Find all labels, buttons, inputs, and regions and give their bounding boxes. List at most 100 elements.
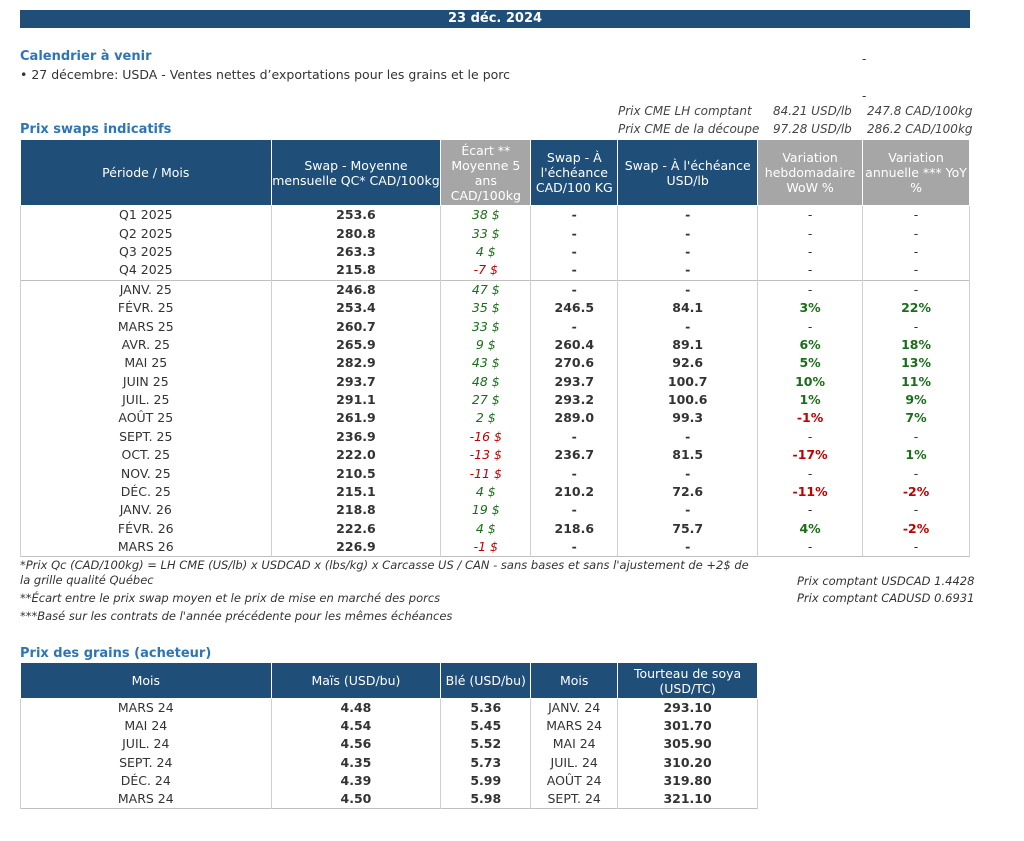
swaps-title: Prix swaps indicatifs [20, 122, 172, 137]
col-header-yoy: Variation annuelle *** YoY % [862, 139, 970, 206]
month-cell: JUIL. 24 [20, 735, 272, 754]
wow-cell: - [757, 279, 864, 299]
swap-row: NOV. 25 210.5 -11 $ - - - - [20, 464, 970, 483]
gap-cell: 38 $ [440, 205, 532, 225]
period-cell: Q2 2025 [20, 224, 272, 243]
swap-usd-cell: 92.6 [617, 354, 759, 373]
swap-row: DÉC. 25 215.1 4 $210.2 72.6 -11% -2% [20, 482, 970, 502]
footnote-gap: **Écart entre le prix swap moyen et le p… [20, 591, 441, 605]
wow-cell: -17% [757, 446, 864, 465]
col-header-gap: Écart ** Moyenne 5 ans CAD/100kg [440, 139, 532, 206]
col-header-corn: Maïs (USD/bu) [270, 662, 442, 699]
soymeal-cell: 301.70 [617, 717, 758, 736]
wow-cell: - [757, 261, 864, 281]
wheat-cell: 5.98 [440, 789, 532, 809]
swap-usd-cell: - [617, 261, 759, 281]
month-cell: MAI 24 [20, 717, 272, 736]
gap-cell: 33 $ [440, 224, 532, 243]
period-cell: Q4 2025 [20, 261, 272, 281]
swap-cad-cell: 289.0 [530, 409, 619, 428]
ref-price-label: Prix CME LH comptant [618, 104, 752, 118]
wow-cell: - [757, 224, 864, 243]
month-soy-cell: SEPT. 24 [530, 789, 619, 809]
yoy-cell: - [862, 242, 970, 262]
gap-cell: 2 $ [440, 409, 532, 428]
wow-cell: 10% [757, 372, 864, 391]
swap-avg-cell: 246.8 [270, 279, 442, 299]
swap-row: Q2 2025 280.8 33 $ - - - - [20, 224, 970, 243]
swap-avg-cell: 293.7 [270, 372, 442, 391]
period-cell: JANV. 26 [20, 501, 272, 520]
period-cell: JANV. 25 [20, 279, 272, 299]
month-soy-cell: MAI 24 [530, 735, 619, 754]
swap-cad-cell: 260.4 [530, 335, 619, 355]
swap-usd-cell: - [617, 501, 759, 520]
wow-cell: - [757, 538, 864, 557]
ref-price-usd: 84.21 USD/lb [773, 104, 852, 118]
grains-table: Mois Maïs (USD/bu) Blé (USD/bu) Mois Tou… [20, 662, 758, 810]
period-cell: MARS 25 [20, 317, 272, 336]
grains-title: Prix des grains (acheteur) [20, 646, 212, 661]
wheat-cell: 5.73 [440, 753, 532, 772]
swap-avg-cell: 218.8 [270, 501, 442, 520]
period-cell: DÉC. 25 [20, 482, 272, 502]
wow-cell: 3% [757, 298, 864, 318]
soymeal-cell: 321.10 [617, 789, 758, 809]
dash-mark: - [862, 52, 867, 66]
yoy-cell: - [862, 538, 970, 557]
col-header-swap-avg: Swap - Moyenne mensuelle QC* CAD/100kg [270, 139, 442, 206]
wow-cell: 5% [757, 354, 864, 373]
swap-avg-cell: 291.1 [270, 390, 442, 410]
swap-avg-cell: 261.9 [270, 409, 442, 428]
swap-row: OCT. 25 222.0 -13 $236.7 81.5 -17% 1% [20, 446, 970, 465]
swap-row: Q3 2025 263.3 4 $ - - - - [20, 242, 970, 262]
ref-price-cad: 286.2 CAD/100kg [867, 122, 973, 136]
grain-row: DÉC. 24 4.39 5.99 AOÛT 24 319.80 [20, 771, 758, 790]
month-cell: DÉC. 24 [20, 771, 272, 790]
swap-avg-cell: 253.4 [270, 298, 442, 318]
corn-cell: 4.50 [270, 789, 442, 809]
gap-cell: 35 $ [440, 298, 532, 318]
soymeal-cell: 319.80 [617, 771, 758, 790]
soymeal-cell: 293.10 [617, 698, 758, 718]
swap-cad-cell: - [530, 261, 619, 281]
swap-cad-cell: 236.7 [530, 446, 619, 465]
calendar-item: • 27 décembre: USDA - Ventes nettes d’ex… [20, 67, 511, 82]
period-cell: AVR. 25 [20, 335, 272, 355]
gap-cell: -16 $ [440, 427, 532, 447]
swap-usd-cell: 72.6 [617, 482, 759, 502]
swap-usd-cell: - [617, 538, 759, 557]
yoy-cell: - [862, 317, 970, 336]
swap-row: SEPT. 25 236.9 -16 $ - - - - [20, 427, 970, 447]
swap-cad-cell: - [530, 242, 619, 262]
col-header-wow: Variation hebdomadaire WoW % [757, 139, 864, 206]
swap-row: Q4 2025 215.8 -7 $ - - - - [20, 261, 970, 281]
swap-usd-cell: 89.1 [617, 335, 759, 355]
period-cell: FÉVR. 25 [20, 298, 272, 318]
gap-cell: 4 $ [440, 242, 532, 262]
yoy-cell: 13% [862, 354, 970, 373]
gap-cell: 43 $ [440, 354, 532, 373]
swap-row: JANV. 26 218.8 19 $ - - - - [20, 501, 970, 520]
swap-cad-cell: 218.6 [530, 519, 619, 539]
month-soy-cell: AOÛT 24 [530, 771, 619, 790]
period-cell: Q3 2025 [20, 242, 272, 262]
wow-cell: - [757, 317, 864, 336]
grain-row: MAI 24 4.54 5.45 MARS 24 301.70 [20, 717, 758, 736]
wheat-cell: 5.45 [440, 717, 532, 736]
corn-cell: 4.54 [270, 717, 442, 736]
calendar-title: Calendrier à venir [20, 49, 152, 64]
swap-row: MAI 25 282.9 43 $270.6 92.6 5% 13% [20, 354, 970, 373]
month-cell: MARS 24 [20, 789, 272, 809]
period-cell: MARS 26 [20, 538, 272, 557]
yoy-cell: - [862, 261, 970, 281]
corn-cell: 4.48 [270, 698, 442, 718]
swap-avg-cell: 263.3 [270, 242, 442, 262]
swap-avg-cell: 253.6 [270, 205, 442, 225]
col-header-period: Période / Mois [20, 139, 272, 206]
wow-cell: - [757, 205, 864, 225]
swap-avg-cell: 236.9 [270, 427, 442, 447]
yoy-cell: 9% [862, 390, 970, 410]
swap-usd-cell: 100.6 [617, 390, 759, 410]
period-cell: Q1 2025 [20, 205, 272, 225]
